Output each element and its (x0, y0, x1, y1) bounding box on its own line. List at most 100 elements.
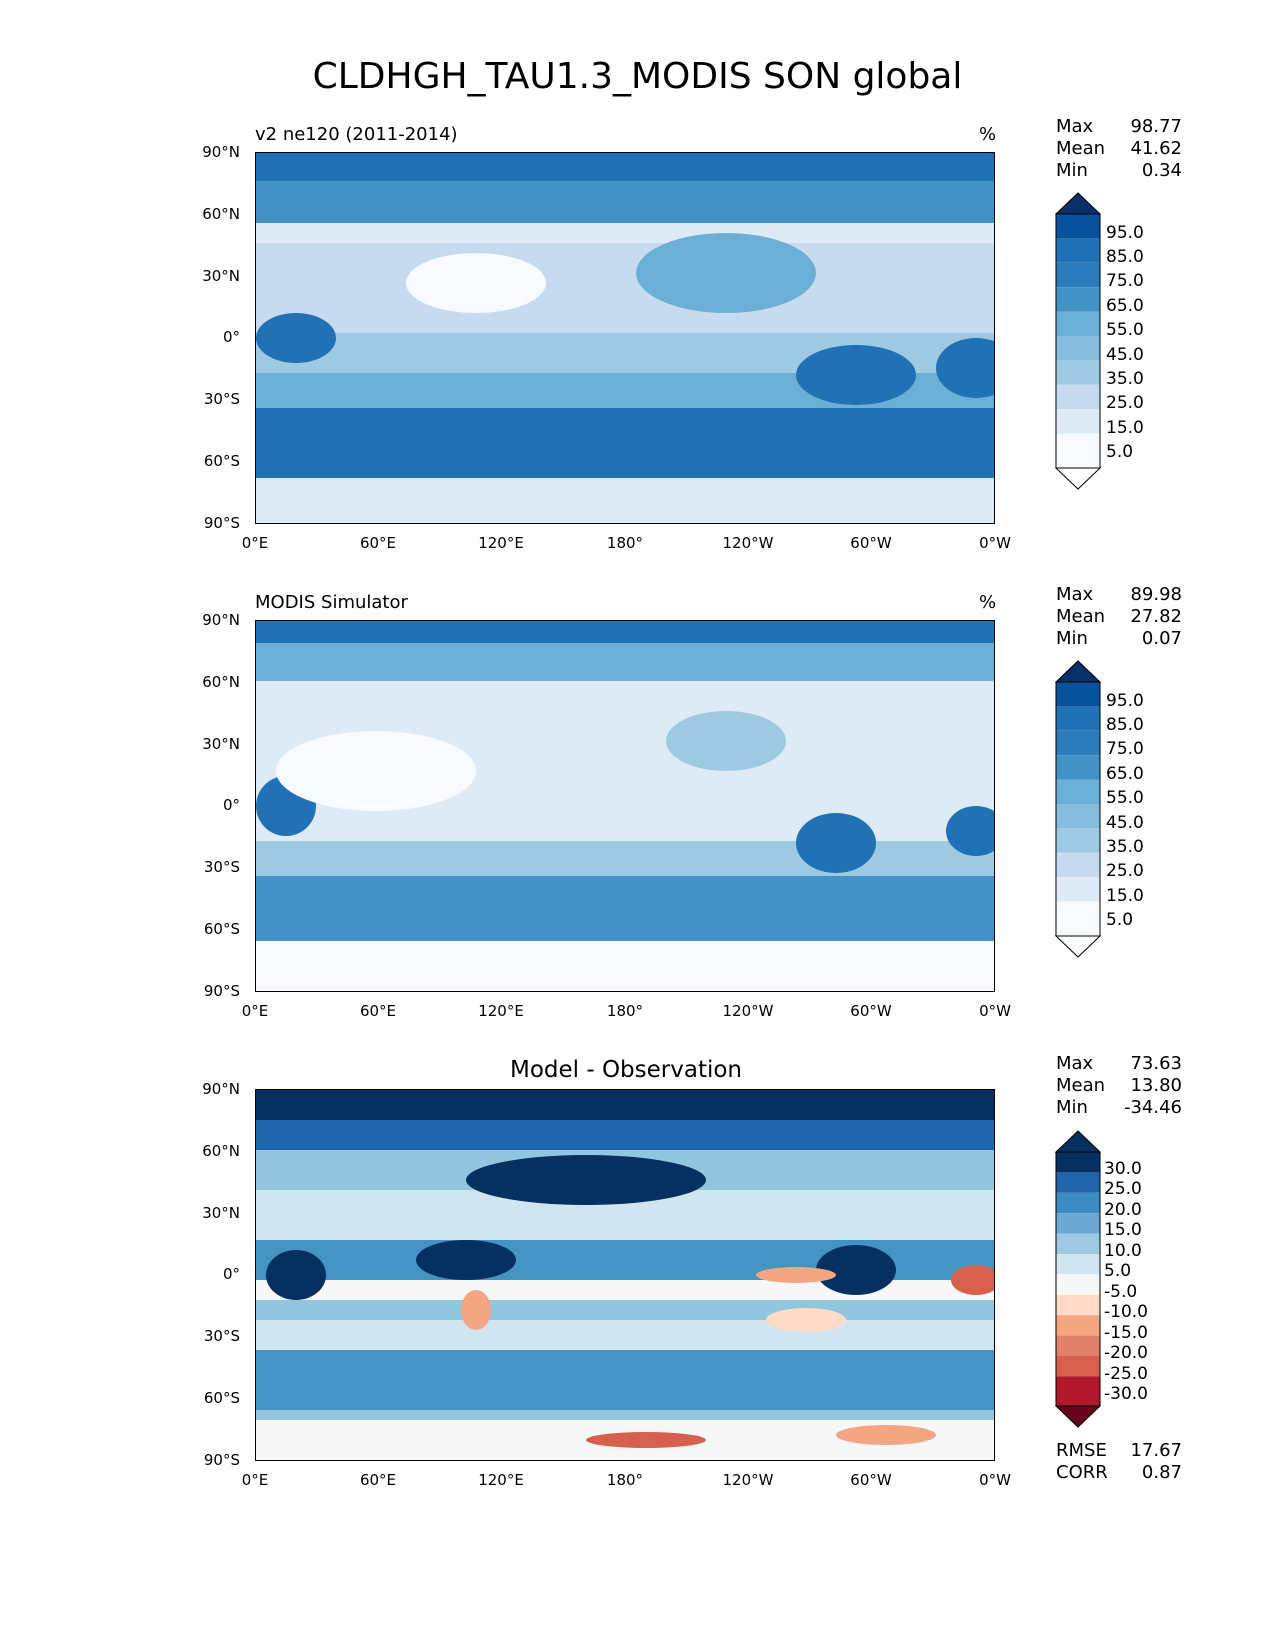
colorbar-label: 35.0 (1106, 369, 1144, 389)
colorbar-label: 95.0 (1106, 223, 1144, 243)
panel2-xtick: 60°W (850, 1002, 892, 1020)
panel3-xtick: 120°W (722, 1471, 774, 1489)
panel2-map (255, 620, 995, 992)
corr-label: CORR (1056, 1462, 1108, 1483)
colorbar-label: 65.0 (1106, 296, 1144, 316)
panel3-metrics: RMSE 17.67 CORR 0.87 (1056, 1440, 1182, 1484)
panel1-map (255, 152, 995, 524)
colorbar-label: 10.0 (1104, 1241, 1142, 1261)
colorbar-label: 5.0 (1106, 910, 1134, 930)
panel1-xtick: 0°W (979, 534, 1011, 552)
panel3-ytick: 30°N (202, 1204, 240, 1222)
panel2-xtick: 180° (606, 1002, 644, 1020)
colorbar-label: 25.0 (1106, 861, 1144, 881)
panel2-xtick: 0°E (241, 1002, 269, 1020)
colorbar-label: -25.0 (1104, 1364, 1148, 1384)
colorbar-label: -30.0 (1104, 1384, 1148, 1404)
panel3-ytick: 0° (222, 1265, 240, 1283)
panel3-xtick: 0°E (241, 1471, 269, 1489)
stat-max: 73.63 (1130, 1053, 1182, 1074)
panel2-stats: Max 89.98 Mean 27.82 Min 0.07 (1056, 584, 1182, 650)
panel2-title: MODIS Simulator (255, 592, 408, 613)
panel3-map (255, 1089, 995, 1461)
stat-min: -34.46 (1123, 1097, 1182, 1118)
panel3-ytick: 90°N (202, 1080, 240, 1098)
colorbar-label: 85.0 (1106, 715, 1144, 735)
panel3-xtick: 180° (606, 1471, 644, 1489)
colorbar-label: 85.0 (1106, 247, 1144, 267)
colorbar-label: -10.0 (1104, 1302, 1148, 1322)
panel3-ytick: 30°S (203, 1327, 240, 1345)
panel2-ytick: 90°S (203, 982, 240, 1000)
stat-mean: 41.62 (1130, 138, 1182, 159)
colorbar-label: 30.0 (1104, 1159, 1142, 1179)
corr-value: 0.87 (1141, 1462, 1182, 1483)
panel2-units: % (979, 592, 997, 613)
panel2-xtick: 120°E (478, 1002, 524, 1020)
stat-mean: 27.82 (1130, 606, 1182, 627)
rmse-label: RMSE (1056, 1440, 1107, 1461)
colorbar-label: 65.0 (1106, 764, 1144, 784)
panel1-colorbar (1055, 192, 1101, 490)
panel1-ytick: 0° (222, 328, 240, 346)
panel2-ytick: 30°S (203, 858, 240, 876)
stat-mean: 13.80 (1130, 1075, 1182, 1096)
panel3-xtick: 60°W (850, 1471, 892, 1489)
stat-max: 89.98 (1130, 584, 1182, 605)
colorbar-label: 45.0 (1106, 345, 1144, 365)
figure-title: CLDHGH_TAU1.3_MODIS SON global (312, 56, 963, 97)
panel1-ytick: 30°S (203, 390, 240, 408)
stat-label: Min (1056, 1097, 1088, 1118)
panel1-xtick: 0°E (241, 534, 269, 552)
colorbar-label: 75.0 (1106, 739, 1144, 759)
panel2-ytick: 30°N (202, 735, 240, 753)
panel1-title: v2 ne120 (2011-2014) (255, 124, 458, 145)
panel3-xtick: 60°E (359, 1471, 397, 1489)
panel1-ytick: 90°S (203, 514, 240, 532)
stat-min: 0.07 (1141, 628, 1182, 649)
panel3-map-field (256, 1090, 994, 1460)
panel1-units: % (979, 124, 997, 145)
panel3-ytick: 90°S (203, 1451, 240, 1469)
colorbar-label: 35.0 (1106, 837, 1144, 857)
stat-min: 0.34 (1141, 160, 1182, 181)
panel2-ytick: 90°N (202, 611, 240, 629)
panel1-stats: Max 98.77 Mean 41.62 Min 0.34 (1056, 116, 1182, 182)
colorbar-label: 25.0 (1106, 393, 1144, 413)
colorbar-label: 25.0 (1104, 1179, 1142, 1199)
colorbar-label: 20.0 (1104, 1200, 1142, 1220)
panel2-xtick: 60°E (359, 1002, 397, 1020)
colorbar-label: 55.0 (1106, 788, 1144, 808)
panel1-ytick: 60°N (202, 205, 240, 223)
colorbar-label: -15.0 (1104, 1323, 1148, 1343)
panel1-xtick: 60°W (850, 534, 892, 552)
colorbar-label: 15.0 (1106, 418, 1144, 438)
panel2-ytick: 60°S (203, 920, 240, 938)
panel1-ytick: 90°N (202, 143, 240, 161)
panel1-xtick: 120°E (478, 534, 524, 552)
panel2-ytick: 0° (222, 796, 240, 814)
colorbar-label: 75.0 (1106, 271, 1144, 291)
stat-label: Max (1056, 584, 1094, 605)
rmse-value: 17.67 (1130, 1440, 1182, 1461)
panel1-ytick: 30°N (202, 267, 240, 285)
panel3-xtick: 120°E (478, 1471, 524, 1489)
stat-label: Mean (1056, 606, 1106, 627)
stat-label: Mean (1056, 1075, 1106, 1096)
panel3-ytick: 60°N (202, 1142, 240, 1160)
panel3-colorbar (1055, 1130, 1101, 1428)
stat-label: Max (1056, 1053, 1094, 1074)
panel2-xtick: 0°W (979, 1002, 1011, 1020)
panel3-title: Model - Observation (509, 1057, 743, 1083)
colorbar-label: -20.0 (1104, 1343, 1148, 1363)
panel1-xtick: 60°E (359, 534, 397, 552)
panel2-xtick: 120°W (722, 1002, 774, 1020)
panel3-ytick: 60°S (203, 1389, 240, 1407)
colorbar-label: 15.0 (1104, 1220, 1142, 1240)
panel1-xtick: 120°W (722, 534, 774, 552)
colorbar-label: 55.0 (1106, 320, 1144, 340)
panel2-map-field (256, 621, 994, 991)
colorbar-label: 5.0 (1104, 1261, 1132, 1281)
colorbar-label: 5.0 (1106, 442, 1134, 462)
panel3-stats: Max 73.63 Mean 13.80 Min -34.46 (1056, 1053, 1182, 1119)
